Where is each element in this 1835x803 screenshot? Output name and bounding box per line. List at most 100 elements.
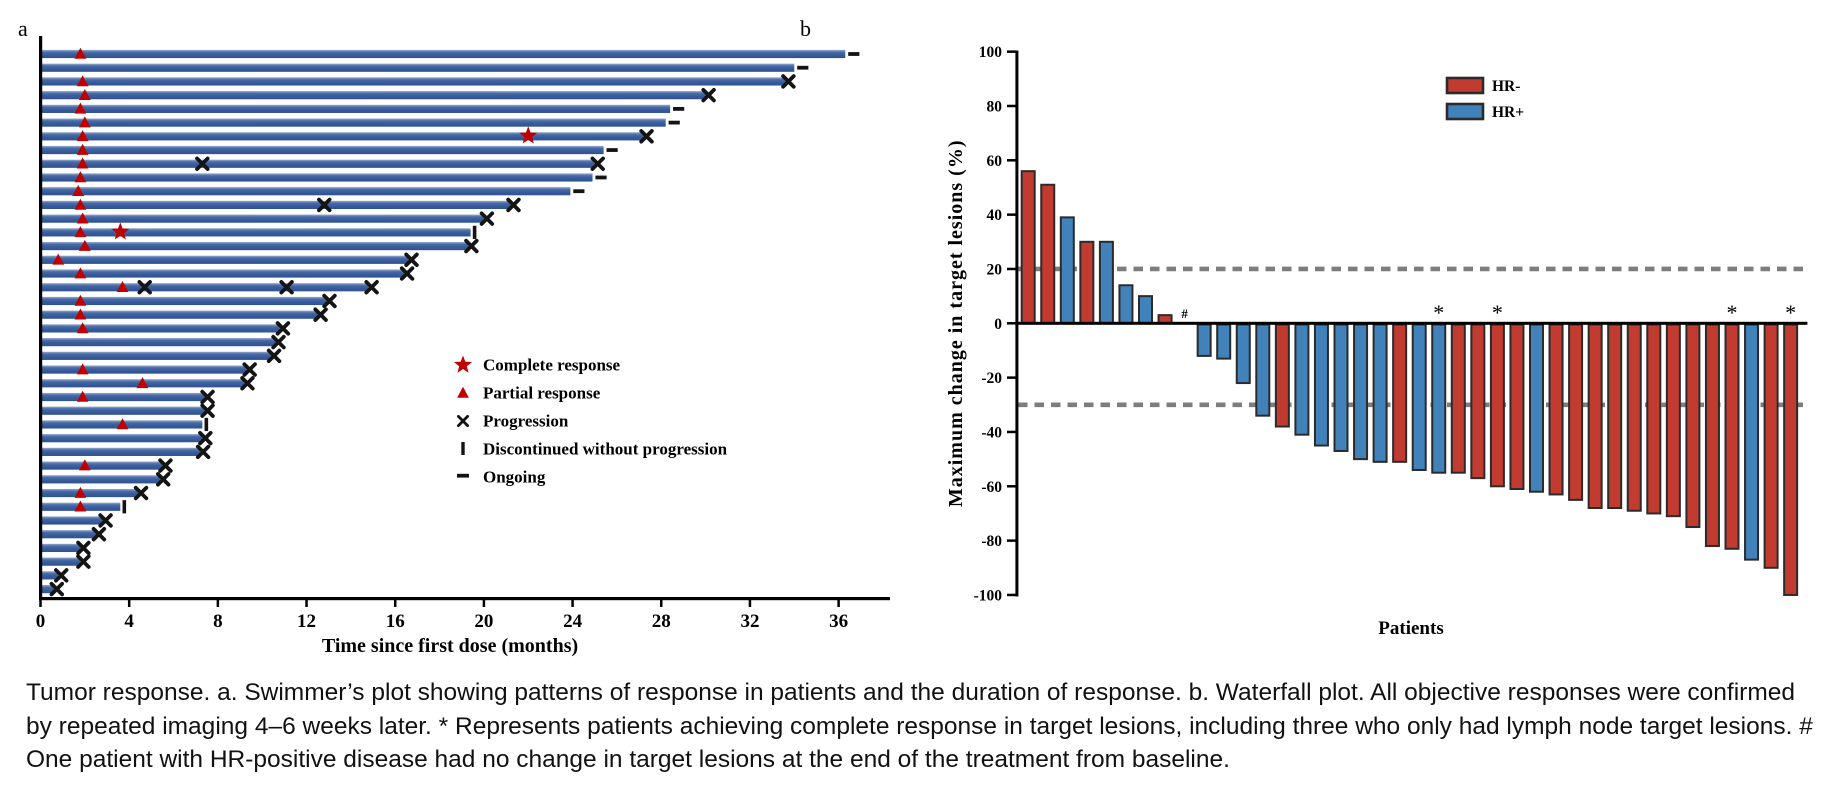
progression-x-icon <box>399 266 415 281</box>
progression-x-icon <box>200 389 215 405</box>
swimmer-bar <box>42 516 103 525</box>
legend-swatch <box>1445 76 1485 95</box>
partial-response-triangle-icon <box>74 102 87 114</box>
y-axis-tick <box>1007 267 1016 271</box>
waterfall-bar <box>1216 323 1232 360</box>
swimmer-x-axis-title: Time since first dose (months) <box>322 635 578 657</box>
x-axis-tick-label: 36 <box>829 611 848 632</box>
discontinued-tick-icon <box>472 225 477 239</box>
swimmer-lane <box>42 554 91 569</box>
waterfall-bar: # <box>1181 306 1188 321</box>
progression-x-icon <box>322 293 337 309</box>
swimmer-bar <box>42 118 666 127</box>
waterfall-bar <box>1235 323 1251 385</box>
waterfall-bar <box>1411 323 1427 471</box>
x-axis-tick-label: 8 <box>213 611 223 632</box>
waterfall-legend-label: HR+ <box>1492 104 1524 121</box>
y-axis-tick <box>1007 50 1016 53</box>
bar-rect <box>1744 323 1760 561</box>
progression-x-icon <box>279 280 294 295</box>
swimmer-lane <box>42 126 654 144</box>
bar-rect <box>1489 323 1505 488</box>
bar-rect <box>1411 323 1427 471</box>
progression-x-icon <box>198 430 213 446</box>
swimmer-lane <box>42 458 173 473</box>
swimmer-bar <box>42 584 54 594</box>
swimmer-lane <box>42 293 337 309</box>
partial-response-triangle-icon <box>76 212 89 224</box>
swimmer-bar <box>42 145 604 155</box>
bar-rect <box>1587 323 1603 510</box>
swimmer-bar <box>42 461 163 470</box>
bar-rect <box>1646 323 1662 515</box>
x-axis-tick <box>216 600 220 607</box>
partial-response-triangle-icon <box>78 116 91 128</box>
partial-response-triangle-icon <box>74 198 87 210</box>
bar-rect <box>1704 323 1720 548</box>
partial-response-triangle-icon <box>74 226 87 238</box>
y-axis-tick <box>1007 376 1016 379</box>
progression-x-icon <box>364 280 379 295</box>
swimmer-bar <box>42 283 369 292</box>
waterfall-y-axis-title: Maximum change in target lesions (%) <box>945 139 967 507</box>
ongoing-dash-icon <box>797 65 809 70</box>
complete-response-star-icon <box>111 222 130 240</box>
partial-response-triangle-icon <box>74 500 87 512</box>
progression-x-icon <box>91 527 107 542</box>
progression-x-icon <box>98 513 113 528</box>
swimmer-bar <box>42 571 59 580</box>
swimmer-bar <box>42 104 671 113</box>
progression-x-icon <box>313 307 328 322</box>
x-axis-tick-label: 0 <box>36 611 46 632</box>
x-axis-tick-label: 24 <box>563 611 583 632</box>
x-axis-tick-label: 20 <box>474 611 493 632</box>
bar-rect <box>1392 323 1408 463</box>
waterfall-bar <box>1353 323 1369 461</box>
partial-response-triangle-icon <box>52 253 65 265</box>
swimmer-lane <box>42 280 379 295</box>
swimmer-lane <box>42 500 127 514</box>
swimmer-bar <box>42 228 471 237</box>
waterfall-bar <box>1529 323 1544 493</box>
waterfall-bar <box>1040 183 1056 325</box>
swimmer-bar <box>42 296 327 306</box>
swimmer-lane <box>42 197 521 213</box>
waterfall-bar <box>1704 323 1720 548</box>
swimmer-bar <box>42 543 81 553</box>
swimmer-lane <box>42 527 107 542</box>
y-axis-tick <box>1007 213 1016 216</box>
panel-a-label: a <box>18 16 28 41</box>
y-axis-tick <box>1007 430 1016 434</box>
discontinued-tick-icon <box>461 442 465 455</box>
progression-x-icon <box>242 362 257 377</box>
partial-response-triangle-icon <box>74 47 87 59</box>
bar-rect <box>1450 323 1466 474</box>
bar-rect <box>1118 284 1134 325</box>
swimmer-lane <box>42 87 716 103</box>
swimmer-legend-item: Progression <box>457 412 569 431</box>
swimmer-bar <box>42 530 96 539</box>
bar-rect <box>1040 183 1056 325</box>
bar-rect <box>1059 216 1075 325</box>
y-axis-tick-label: 0 <box>994 316 1002 333</box>
x-axis-tick <box>127 600 131 607</box>
x-axis-tick-label: 32 <box>740 611 759 632</box>
swimmer-y-axis <box>39 36 43 600</box>
progression-x-icon <box>639 129 654 144</box>
swimmer-legend-label: Discontinued without progression <box>483 440 728 459</box>
ongoing-dash-icon <box>673 106 685 111</box>
x-axis-tick <box>39 600 42 607</box>
swimmer-bar <box>42 475 161 484</box>
swimmer-lane <box>42 102 685 114</box>
partial-response-triangle-icon <box>76 322 89 334</box>
swimmer-bar <box>42 447 201 456</box>
x-axis-tick-label: 4 <box>124 611 134 632</box>
partial-response-triangle-icon <box>78 88 91 100</box>
waterfall-zero-axis <box>1015 321 1808 325</box>
waterfall-bar <box>1313 323 1329 447</box>
waterfall-bar <box>1392 323 1408 463</box>
progression-x-icon <box>195 444 211 460</box>
partial-response-triangle-icon <box>78 459 91 471</box>
bar-rect <box>1431 323 1447 474</box>
swimmer-lane <box>42 472 171 487</box>
